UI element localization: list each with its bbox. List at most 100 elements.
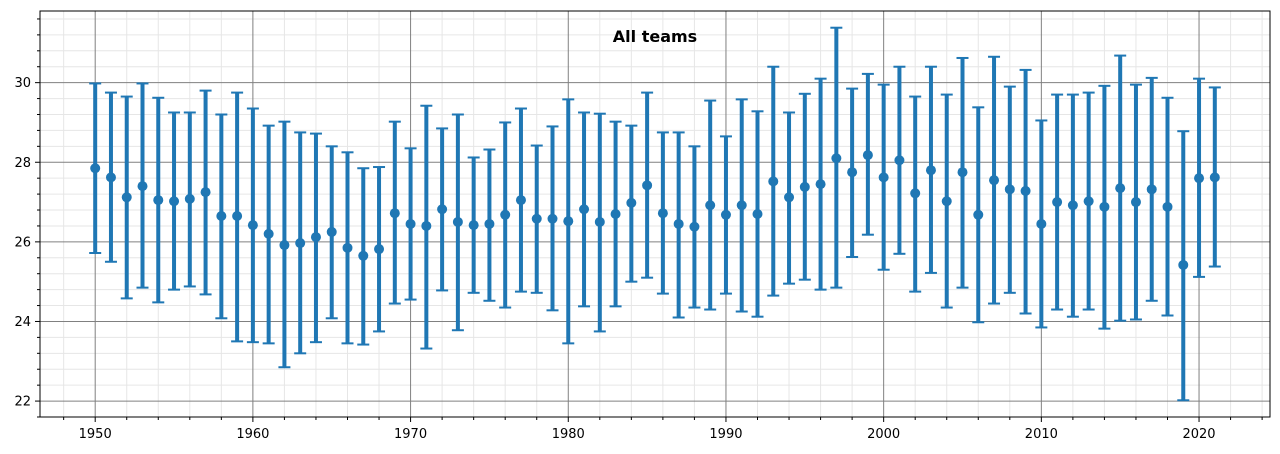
mean-marker	[105, 172, 116, 183]
mean-marker	[799, 181, 810, 192]
errorbar-point	[467, 156, 480, 294]
mean-marker	[216, 210, 227, 221]
mean-marker	[768, 176, 779, 187]
errorbar-point	[1003, 85, 1016, 294]
y-tick-label: 22	[14, 395, 31, 410]
errorbar-point	[89, 82, 102, 255]
x-tick-label: 1970	[394, 427, 427, 442]
errorbar-point	[719, 135, 732, 295]
mean-marker	[563, 216, 574, 227]
errorbar-point	[1129, 83, 1142, 321]
mean-marker	[610, 209, 621, 219]
mean-marker	[1052, 197, 1063, 208]
errorbar-point	[325, 145, 338, 320]
mean-marker	[500, 209, 511, 220]
y-tick-label: 28	[14, 156, 31, 171]
errorbar-point	[988, 55, 1001, 305]
errorbar-point	[294, 131, 307, 355]
mean-marker	[515, 195, 526, 206]
errorbar-point	[136, 82, 149, 289]
errorbar-point	[514, 107, 527, 293]
errorbar-point	[688, 145, 701, 309]
mean-marker	[1209, 172, 1220, 183]
mean-marker	[421, 220, 432, 231]
errorbar-point	[278, 120, 291, 369]
errorbar-point	[120, 95, 133, 300]
mean-marker	[405, 218, 416, 229]
errorbar-point	[1066, 93, 1079, 318]
errorbar-point	[357, 167, 370, 346]
mean-marker	[452, 216, 463, 227]
errorbar-point	[404, 147, 417, 301]
mean-marker	[1004, 184, 1015, 195]
mean-marker	[941, 196, 952, 207]
mean-marker	[925, 165, 936, 176]
mean-marker	[910, 188, 921, 199]
x-tick-label: 1980	[552, 427, 585, 442]
mean-marker	[153, 195, 164, 206]
mean-marker	[279, 240, 290, 251]
errorbar-point	[940, 93, 953, 309]
errorbar-point	[436, 127, 449, 292]
errorbar-point	[704, 99, 717, 311]
x-tick-label: 1960	[236, 427, 269, 442]
x-tick-label: 2020	[1182, 427, 1215, 442]
mean-marker	[657, 208, 668, 219]
errorbar-point	[956, 56, 969, 289]
mean-marker	[894, 155, 905, 166]
mean-marker	[90, 163, 101, 174]
errorbar-point	[451, 113, 464, 332]
errorbar-point	[1019, 68, 1032, 315]
errorbar-point	[877, 83, 890, 271]
errorbar-point	[783, 111, 796, 285]
errorbar-point	[373, 166, 386, 333]
mean-marker	[594, 216, 605, 227]
plot-frame	[39, 10, 1271, 418]
mean-marker	[736, 200, 747, 211]
mean-marker	[484, 218, 495, 229]
data-series	[89, 26, 1221, 402]
errorbar-point	[215, 113, 228, 320]
mean-marker	[705, 200, 716, 211]
mean-marker	[752, 209, 763, 219]
errorbar-point	[1208, 86, 1221, 268]
errorbar-point	[751, 110, 764, 318]
errorbar-point	[861, 72, 874, 236]
mean-marker	[1130, 197, 1141, 208]
mean-marker	[263, 228, 274, 239]
mean-marker	[862, 150, 873, 161]
errorbar-point	[183, 111, 196, 288]
errorbar-point	[1051, 93, 1064, 311]
mean-marker	[720, 209, 731, 220]
errorbar-point	[846, 87, 859, 258]
errorbar-point	[672, 131, 685, 319]
mean-marker	[1020, 185, 1031, 196]
mean-marker	[989, 175, 1000, 186]
mean-marker	[295, 238, 306, 249]
errorbar-point	[1161, 96, 1174, 317]
mean-marker	[784, 192, 795, 203]
mean-marker	[1099, 201, 1110, 212]
mean-marker	[389, 208, 400, 219]
errorbar-point	[262, 124, 275, 345]
errorbar-point	[814, 77, 827, 291]
errorbar-point	[231, 91, 244, 343]
errorbar-point	[625, 124, 638, 283]
errorbar-point	[309, 132, 322, 344]
errorbar-point	[641, 91, 654, 279]
errorbar-point	[1114, 54, 1127, 322]
errorbar-point	[199, 89, 212, 296]
mean-marker	[579, 204, 590, 215]
mean-marker	[184, 193, 195, 204]
mean-marker	[358, 250, 369, 261]
y-tick-label: 24	[14, 315, 31, 330]
errorbar-point	[924, 65, 937, 274]
errorbar-point	[1193, 77, 1206, 278]
errorbar-point	[909, 95, 922, 293]
errorbar-point	[152, 96, 165, 304]
errorbar-point	[499, 121, 512, 309]
errorbar-point	[562, 98, 575, 345]
mean-marker	[1083, 196, 1094, 207]
errorbar-point	[656, 131, 669, 295]
